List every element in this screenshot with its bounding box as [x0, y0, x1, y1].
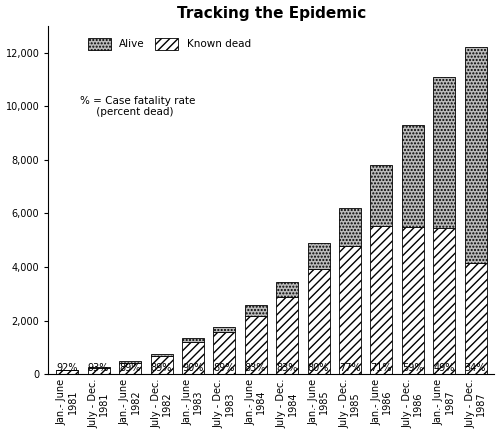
Bar — [464, 263, 486, 374]
Bar — [214, 327, 236, 332]
Bar — [119, 361, 141, 362]
Bar — [370, 226, 392, 374]
Text: 89%: 89% — [119, 362, 141, 373]
Bar — [433, 228, 455, 374]
Bar — [88, 368, 110, 374]
Text: 59%: 59% — [402, 362, 423, 373]
Bar — [245, 305, 266, 316]
Bar — [339, 246, 361, 374]
Bar — [339, 208, 361, 246]
Bar — [402, 125, 424, 227]
Text: 89%: 89% — [150, 362, 172, 373]
Text: 83%: 83% — [276, 362, 297, 373]
Bar — [56, 370, 78, 374]
Bar — [464, 47, 486, 263]
Bar — [214, 332, 236, 374]
Title: Tracking the Epidemic: Tracking the Epidemic — [177, 6, 366, 20]
Text: 89%: 89% — [214, 362, 234, 373]
Bar — [276, 282, 298, 297]
Text: 71%: 71% — [370, 362, 392, 373]
Bar — [150, 356, 172, 374]
Bar — [370, 165, 392, 226]
Bar — [308, 269, 330, 374]
Text: 90%: 90% — [182, 362, 204, 373]
Bar — [245, 316, 266, 374]
Bar — [276, 297, 298, 374]
Bar — [182, 338, 204, 342]
Text: 80%: 80% — [308, 362, 329, 373]
Text: 34%: 34% — [464, 362, 486, 373]
Text: 77%: 77% — [339, 362, 360, 373]
Text: 83%: 83% — [245, 362, 266, 373]
Text: % = Case fatality rate
     (percent dead): % = Case fatality rate (percent dead) — [80, 95, 195, 117]
Legend: Alive, Known dead: Alive, Known dead — [85, 35, 254, 53]
Text: 92%: 92% — [56, 362, 78, 373]
Bar — [308, 243, 330, 269]
Bar — [88, 367, 110, 368]
Bar — [433, 77, 455, 228]
Bar — [182, 342, 204, 374]
Bar — [402, 227, 424, 374]
Bar — [150, 354, 172, 356]
Text: 93%: 93% — [88, 362, 109, 373]
Bar — [119, 362, 141, 374]
Text: 49%: 49% — [433, 362, 454, 373]
